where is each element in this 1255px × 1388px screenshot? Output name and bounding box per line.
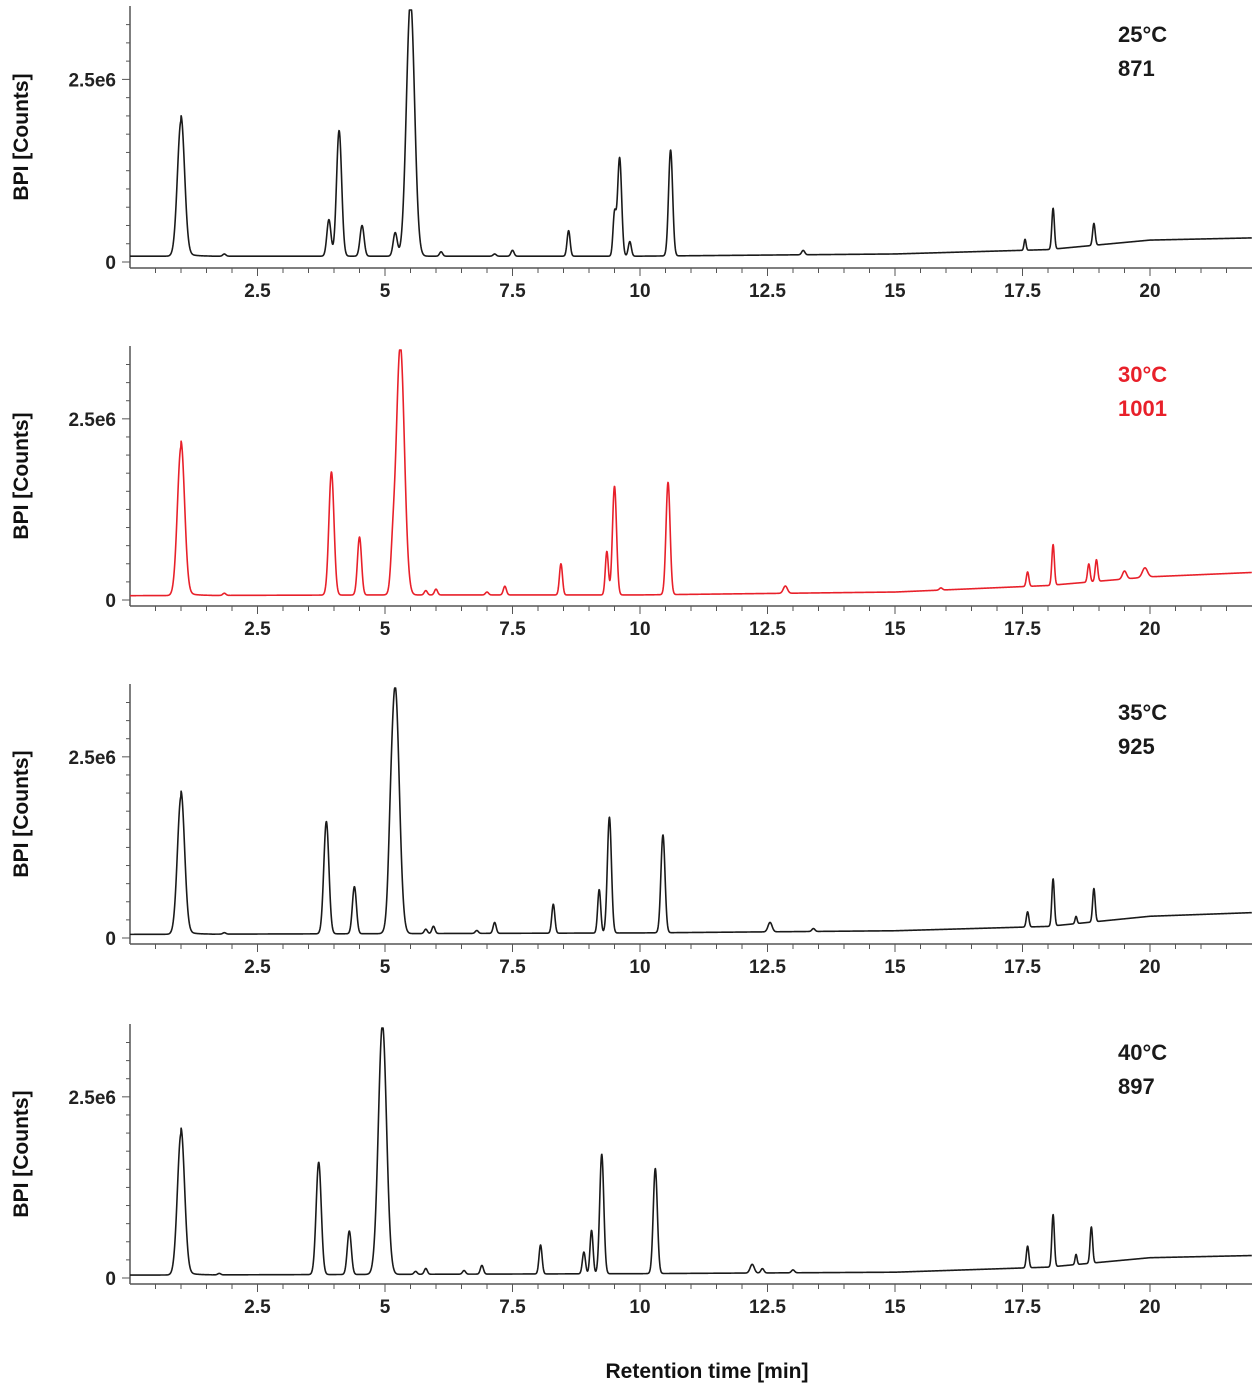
chromatogram-trace — [129, 1027, 1253, 1276]
chromatogram-trace — [129, 687, 1253, 936]
x-tick-label: 15 — [884, 957, 906, 978]
x-tick-label: 17.5 — [1004, 281, 1041, 302]
chromatogram-panel-4: 2.5 5 7.5 10 12.5 15 17.5 20 0 2.5e6 BPI [Counts] 4… — [10, 1024, 1253, 1318]
x-tick-label: 12.5 — [749, 619, 786, 640]
y-tick-label: 0 — [105, 253, 116, 274]
x-tick-label: 10 — [629, 1297, 650, 1318]
feature-count-label: 897 — [1118, 1074, 1155, 1099]
y-tick-label: 2.5e6 — [68, 410, 116, 431]
x-tick-label: 10 — [629, 619, 650, 640]
temperature-label: 35°C — [1118, 700, 1167, 725]
x-tick-label: 7.5 — [499, 1297, 526, 1318]
x-tick-label: 5 — [380, 957, 391, 978]
feature-count-label: 871 — [1118, 56, 1155, 81]
y-axis-label: BPI [Counts] — [10, 412, 33, 539]
x-tick-label: 5 — [380, 281, 391, 302]
x-tick-label: 15 — [884, 619, 906, 640]
x-tick-label: 12.5 — [749, 1297, 786, 1318]
x-tick-label: 5 — [380, 1297, 391, 1318]
x-axis-label: Retention time [min] — [606, 1360, 809, 1383]
x-tick-label: 17.5 — [1004, 957, 1041, 978]
chromatogram-trace — [129, 349, 1253, 597]
y-tick-label: 2.5e6 — [68, 1088, 116, 1109]
y-axis-label: BPI [Counts] — [10, 1090, 33, 1217]
chromatogram-trace — [129, 9, 1253, 257]
x-tick-label: 20 — [1139, 281, 1160, 302]
chromatogram-panel-2: 2.5 5 7.5 10 12.5 15 17.5 20 0 2.5e6 BPI [Counts] 3… — [10, 346, 1253, 640]
y-tick-label: 0 — [105, 929, 116, 950]
x-tick-label: 5 — [380, 619, 391, 640]
y-tick-label: 2.5e6 — [68, 748, 116, 769]
temperature-label: 25°C — [1118, 22, 1167, 47]
y-tick-label: 2.5e6 — [68, 70, 116, 91]
y-axis-label: BPI [Counts] — [10, 73, 33, 200]
y-tick-label: 0 — [105, 591, 116, 612]
chromatogram-panel-3: 2.5 5 7.5 10 12.5 15 17.5 20 0 2.5e6 BPI [Counts] 3… — [10, 684, 1253, 978]
x-tick-label: 7.5 — [499, 619, 526, 640]
x-tick-label: 10 — [629, 281, 650, 302]
feature-count-label: 1001 — [1118, 396, 1167, 421]
temperature-label: 40°C — [1118, 1040, 1167, 1065]
x-tick-label: 20 — [1139, 957, 1160, 978]
x-tick-label: 20 — [1139, 1297, 1160, 1318]
x-tick-label: 2.5 — [244, 619, 271, 640]
feature-count-label: 925 — [1118, 734, 1155, 759]
chromatogram-panel-1: 2.5 5 7.5 10 12.5 15 17.5 20 0 2.5e6 BPI [Counts] 2… — [10, 6, 1253, 302]
x-tick-label: 10 — [629, 957, 650, 978]
x-tick-label: 2.5 — [244, 1297, 271, 1318]
y-axis-label: BPI [Counts] — [10, 750, 33, 877]
x-tick-label: 7.5 — [499, 957, 526, 978]
x-tick-label: 12.5 — [749, 957, 786, 978]
y-tick-label: 0 — [105, 1269, 116, 1290]
x-tick-label: 20 — [1139, 619, 1160, 640]
x-tick-label: 17.5 — [1004, 619, 1041, 640]
x-tick-label: 2.5 — [244, 281, 271, 302]
x-tick-label: 15 — [884, 1297, 906, 1318]
x-tick-label: 17.5 — [1004, 1297, 1041, 1318]
temperature-label: 30°C — [1118, 362, 1167, 387]
x-tick-label: 2.5 — [244, 957, 271, 978]
x-tick-label: 7.5 — [499, 281, 526, 302]
x-tick-label: 15 — [884, 281, 906, 302]
x-tick-label: 12.5 — [749, 281, 786, 302]
